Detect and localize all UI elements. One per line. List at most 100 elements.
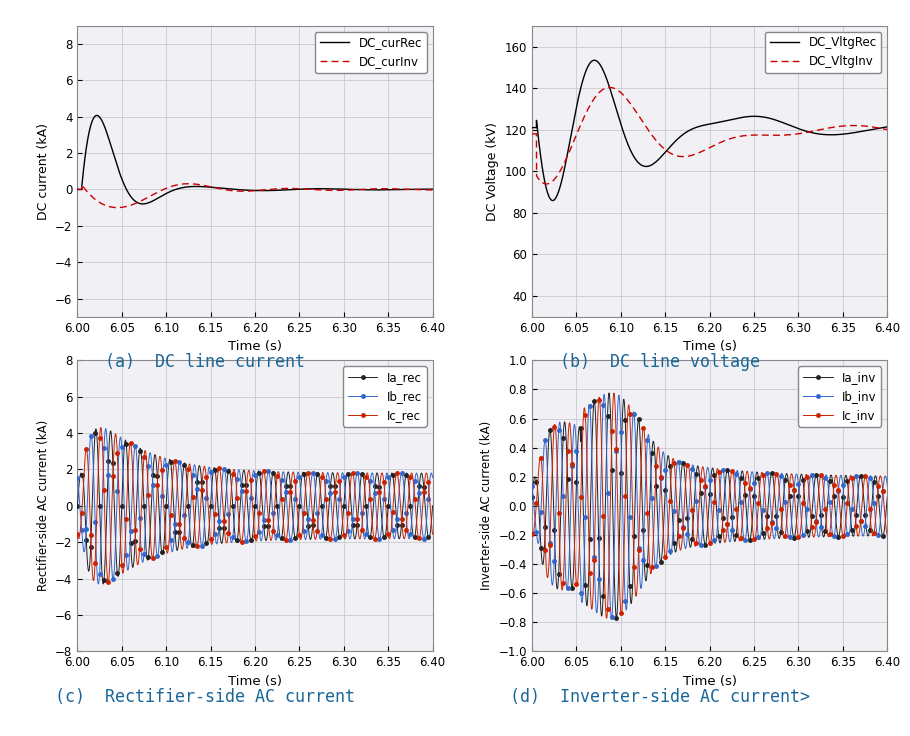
DC_curInv	[183, 180, 194, 188]
DC_VltgRec	[882, 122, 893, 131]
Ib_rec	[100, 424, 111, 433]
DC_VltgRec	[547, 196, 558, 205]
Ia_inv	[859, 500, 870, 509]
Text: (a)  DC line current: (a) DC line current	[105, 353, 305, 371]
DC_VltgInv	[541, 180, 552, 188]
Line: DC_curInv: DC_curInv	[77, 184, 432, 208]
Ib_rec	[160, 458, 171, 467]
Ia_rec	[160, 506, 171, 515]
Ia_rec	[72, 501, 83, 510]
Ic_rec	[427, 530, 438, 539]
Ib_rec	[427, 473, 438, 482]
DC_curRec	[287, 185, 298, 194]
Ia_inv	[742, 515, 753, 524]
DC_VltgRec	[781, 119, 792, 128]
Ia_inv	[694, 478, 705, 487]
Ic_rec	[240, 497, 251, 506]
Line: DC_VltgInv: DC_VltgInv	[532, 88, 887, 184]
Line: Ia_rec: Ia_rec	[76, 427, 434, 586]
Ib_rec	[287, 528, 298, 537]
Line: Ic_inv: Ic_inv	[531, 392, 889, 620]
Ib_inv	[859, 528, 870, 537]
Ib_rec	[93, 579, 104, 588]
Ic_inv	[527, 530, 538, 539]
DC_VltgInv	[754, 130, 765, 139]
DC_VltgInv	[882, 125, 893, 134]
Y-axis label: Inverter-side AC current (kA): Inverter-side AC current (kA)	[480, 421, 493, 590]
DC_VltgInv	[742, 131, 753, 140]
Ia_rec	[300, 484, 311, 492]
DC_VltgRec	[589, 56, 600, 65]
DC_curInv	[300, 185, 311, 194]
Ia_inv	[527, 493, 538, 502]
Text: (d)  Inverter-side AC current>: (d) Inverter-side AC current>	[510, 688, 810, 706]
DC_VltgInv	[615, 88, 626, 97]
X-axis label: Time (s): Time (s)	[228, 675, 282, 687]
Ic_rec	[103, 578, 114, 587]
DC_VltgInv	[694, 148, 705, 157]
Ia_inv	[615, 480, 626, 489]
Ic_inv	[609, 389, 620, 397]
Text: (b)  DC line voltage: (b) DC line voltage	[560, 353, 760, 371]
Ia_inv	[603, 389, 614, 397]
Legend: DC_curRec, DC_curInv: DC_curRec, DC_curInv	[315, 32, 427, 73]
Legend: Ia_inv, Ib_inv, Ic_inv: Ia_inv, Ib_inv, Ic_inv	[798, 367, 882, 427]
Ic_rec	[404, 480, 415, 489]
Line: Ib_inv: Ib_inv	[531, 393, 889, 620]
Ic_inv	[781, 520, 792, 529]
Line: Ic_rec: Ic_rec	[76, 425, 434, 584]
DC_VltgRec	[754, 112, 765, 121]
DC_curInv	[427, 185, 438, 194]
DC_curInv	[240, 187, 251, 196]
Ia_rec	[287, 505, 298, 514]
Ia_inv	[754, 492, 765, 501]
Ib_rec	[327, 506, 338, 514]
Ia_rec	[90, 425, 101, 434]
Ib_inv	[781, 515, 792, 524]
DC_VltgInv	[859, 121, 870, 130]
DC_curInv	[72, 185, 83, 194]
DC_curRec	[427, 185, 438, 194]
DC_curInv	[160, 184, 171, 193]
DC_VltgRec	[859, 127, 870, 135]
Ia_rec	[240, 473, 251, 482]
Ia_rec	[404, 491, 415, 500]
Ia_inv	[781, 470, 792, 478]
Ia_inv	[882, 492, 893, 501]
Ic_rec	[96, 423, 106, 432]
Ic_rec	[327, 528, 338, 537]
Y-axis label: DC current (kA): DC current (kA)	[36, 123, 49, 220]
Ib_inv	[615, 419, 626, 428]
Ic_rec	[287, 470, 298, 479]
X-axis label: Time (s): Time (s)	[682, 340, 736, 353]
Ic_inv	[754, 478, 765, 486]
Line: DC_curRec: DC_curRec	[77, 116, 432, 204]
Ic_inv	[742, 467, 753, 476]
Ib_inv	[754, 534, 765, 543]
Line: DC_VltgRec: DC_VltgRec	[532, 60, 887, 200]
Ia_inv	[611, 613, 622, 622]
Ib_inv	[882, 481, 893, 490]
Ic_rec	[72, 530, 83, 539]
DC_curRec	[300, 185, 311, 194]
Y-axis label: DC Voltage (kV): DC Voltage (kV)	[486, 122, 500, 221]
Ic_inv	[882, 531, 893, 539]
DC_curRec	[160, 189, 171, 198]
DC_curRec	[240, 185, 251, 194]
DC_VltgInv	[527, 130, 538, 138]
DC_VltgInv	[781, 130, 792, 139]
Ib_inv	[742, 522, 753, 531]
DC_VltgRec	[742, 113, 753, 121]
Ib_rec	[240, 534, 251, 543]
Ia_rec	[427, 501, 438, 510]
DC_curRec	[72, 185, 83, 194]
DC_curInv	[112, 203, 123, 212]
DC_curInv	[404, 185, 415, 194]
X-axis label: Time (s): Time (s)	[682, 675, 736, 687]
Ib_inv	[599, 390, 610, 399]
Ia_rec	[327, 471, 338, 480]
DC_VltgRec	[527, 123, 538, 132]
DC_VltgRec	[694, 121, 705, 130]
Ib_inv	[606, 615, 617, 623]
Ic_inv	[859, 475, 870, 484]
